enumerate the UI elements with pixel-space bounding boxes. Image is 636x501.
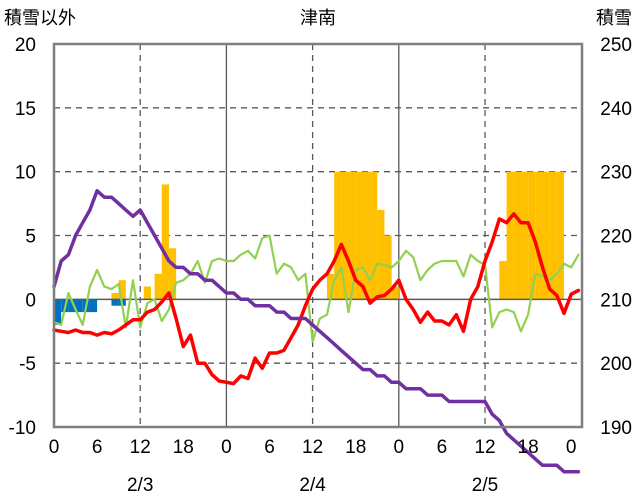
y-tick-label: 20 [15, 35, 36, 56]
precip-bar [326, 273, 335, 300]
bars [54, 171, 565, 325]
precip-bar [154, 273, 162, 300]
precip-bar [370, 171, 378, 300]
x-tick-label: 18 [173, 437, 194, 458]
y-tick-label: 10 [15, 163, 36, 184]
precip-bar [362, 171, 371, 300]
x-tick-label: 12 [130, 437, 151, 458]
precip-bar [341, 171, 349, 300]
y2-tick-label: 200 [600, 354, 632, 375]
y2-tick-label: 230 [600, 163, 632, 184]
snow_depth-line [52, 189, 581, 474]
x-tick-label: 0 [221, 437, 232, 458]
precip-bar [556, 171, 565, 300]
precip-bar [499, 261, 507, 300]
precip-bar [161, 184, 169, 300]
chart-title: 津南 [300, 8, 336, 28]
plot-frame [52, 42, 584, 429]
sunshine-bar [89, 299, 98, 313]
precip-bar [506, 171, 514, 300]
sunshine-bar [111, 299, 119, 306]
y-tick-label: 5 [25, 227, 36, 248]
x-tick-label: 0 [394, 437, 405, 458]
date-label: 2/3 [127, 475, 153, 496]
y2-tick-label: 210 [600, 290, 632, 311]
series-lines [52, 189, 581, 474]
x-tick-label: 0 [49, 437, 60, 458]
tick-labels: -10 -5 0 5 10 15 20 190 200 210 220 230 240 250 0 6 12 18… [9, 35, 632, 496]
y2-tick-label: 190 [600, 418, 632, 439]
precip-bar [513, 171, 521, 300]
precip-bar [520, 171, 529, 300]
y-tick-label: 0 [25, 290, 36, 311]
precip-bar [549, 171, 557, 300]
precip-bar [535, 171, 543, 300]
y-tick-label: 15 [15, 99, 36, 120]
precip-bar [118, 280, 126, 300]
precip-bar [542, 171, 550, 300]
x-tick-label: 12 [474, 437, 495, 458]
precip-bar [168, 248, 177, 300]
precip-bar [143, 286, 151, 300]
y2-tick-label: 240 [600, 99, 632, 120]
sunshine-bar [68, 299, 76, 313]
x-tick-label: 6 [92, 437, 103, 458]
date-label: 2/5 [472, 475, 498, 496]
x-tick-label: 6 [264, 437, 275, 458]
y2-tick-label: 220 [600, 227, 632, 248]
precip-bar [355, 171, 363, 300]
x-tick-label: 18 [518, 437, 539, 458]
precip-bar [334, 171, 342, 300]
x-tick-label: 6 [437, 437, 448, 458]
precip-bar [384, 235, 392, 300]
y-tick-label: -5 [19, 354, 36, 375]
sunshine-bar [54, 299, 62, 325]
x-tick-label: 18 [345, 437, 366, 458]
grid [54, 44, 582, 427]
sunshine-bar [75, 299, 83, 313]
left-axis-title: 積雪以外 [4, 8, 76, 28]
precip-bar [348, 171, 356, 300]
date-label: 2/4 [299, 475, 326, 496]
precip-bar [377, 209, 385, 300]
precip-bar [391, 286, 399, 300]
y2-tick-label: 250 [600, 35, 632, 56]
right-axis-title: 積雪 [596, 8, 632, 28]
x-tick-label: 0 [566, 437, 577, 458]
precip-bar [111, 292, 119, 300]
y-tick-label: -10 [9, 418, 36, 439]
temperature-line [52, 212, 581, 386]
x-tick-label: 12 [302, 437, 323, 458]
